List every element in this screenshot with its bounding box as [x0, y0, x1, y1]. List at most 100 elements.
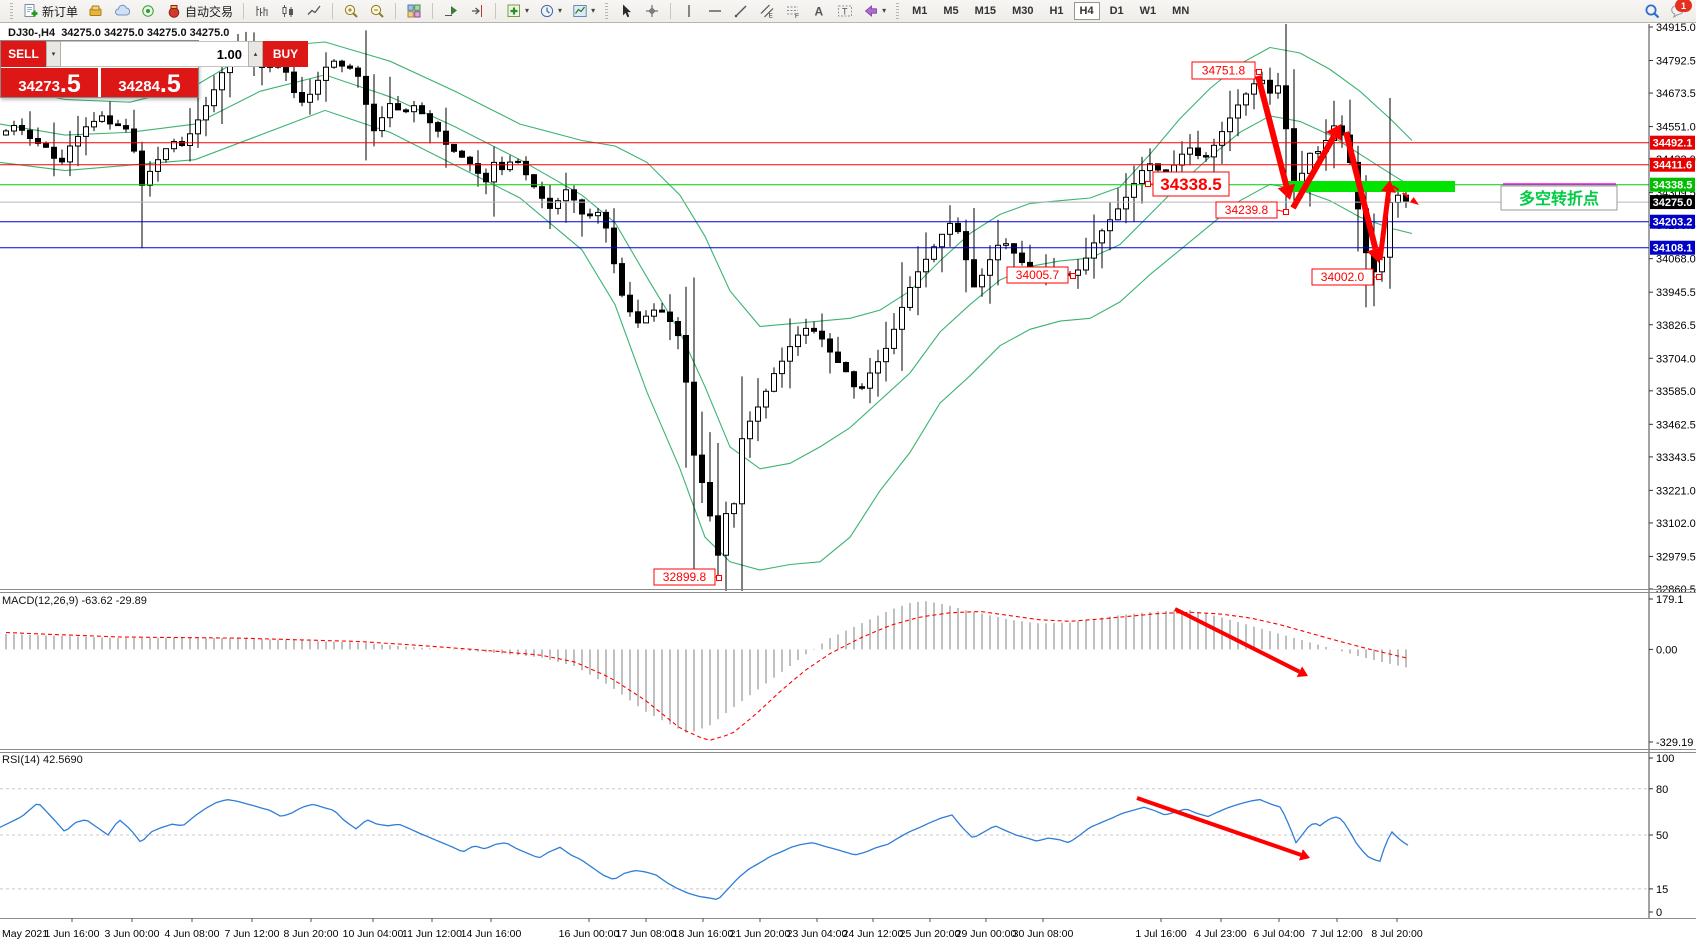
channel-icon: E — [760, 4, 774, 19]
price-tick-label: 33945.5 — [1656, 287, 1696, 299]
auto-trading-button[interactable]: 自动交易 — [162, 1, 237, 21]
chart-line-button[interactable] — [302, 1, 326, 21]
candle-body — [1291, 128, 1297, 190]
candle-body — [1235, 104, 1241, 119]
price-tick-label: 33585.0 — [1656, 386, 1696, 398]
timeframe-m30-button[interactable]: M30 — [1006, 2, 1039, 20]
toolbar-grip[interactable] — [605, 3, 609, 19]
volume-increase-button[interactable]: ▴ — [248, 41, 263, 67]
timeframe-h1-button[interactable]: H1 — [1043, 2, 1069, 20]
red-arrow-2-head — [1326, 124, 1342, 141]
fibonacci-button[interactable]: F — [781, 1, 805, 21]
periods-button[interactable]: ▾ — [535, 1, 566, 21]
new-order-button[interactable]: 新订单 — [19, 1, 82, 21]
volume-input[interactable] — [61, 41, 248, 67]
candle-body — [979, 274, 985, 288]
timeframe-w1-button[interactable]: W1 — [1134, 2, 1163, 20]
candle-body — [379, 117, 385, 132]
red-arrow-2 — [1290, 135, 1337, 210]
rsi-axis-label: 80 — [1656, 784, 1668, 796]
text-button[interactable]: A — [807, 1, 831, 21]
search-button[interactable] — [1640, 1, 1664, 21]
toolbar-separator — [495, 3, 497, 19]
chart-shift-button[interactable] — [465, 1, 489, 21]
timeframe-m15-button[interactable]: M15 — [969, 2, 1002, 20]
svg-text:A: A — [815, 5, 824, 19]
market-watch-button[interactable] — [84, 1, 108, 21]
channel-button[interactable]: E — [755, 1, 779, 21]
candle-body — [139, 150, 145, 186]
candle-body — [811, 327, 817, 332]
data-window-button[interactable] — [110, 1, 134, 21]
candle-body — [683, 335, 689, 383]
volume-decrease-button[interactable]: ▾ — [46, 41, 61, 67]
green-pivot-band[interactable] — [1284, 181, 1455, 192]
signals-button[interactable] — [136, 1, 160, 21]
rsi-axis-label: 100 — [1656, 753, 1674, 765]
templates-button[interactable]: ▾ — [568, 1, 599, 21]
price-badge-text: 34492.1 — [1653, 138, 1693, 150]
sell-price[interactable]: 34273.5 — [1, 68, 98, 97]
toolbar-grip[interactable] — [10, 3, 13, 19]
indicators-button[interactable]: ▾ — [502, 1, 533, 21]
crosshair-icon — [646, 5, 659, 17]
candle-body — [739, 438, 745, 505]
candle-body — [787, 346, 793, 362]
label-button[interactable]: T — [833, 1, 857, 21]
candle-body — [11, 125, 17, 132]
buy-price[interactable]: 34284.5 — [101, 68, 198, 97]
tile-windows-button[interactable] — [402, 1, 426, 21]
time-tick-label: 23 Jun 04:00 — [787, 928, 848, 940]
timeframe-m5-button[interactable]: M5 — [937, 2, 964, 20]
callout-anchor-point — [1070, 273, 1076, 279]
hline-button[interactable] — [703, 1, 727, 21]
candle-body — [707, 482, 713, 517]
auto-scroll-button[interactable] — [439, 1, 463, 21]
zoom-out-button[interactable] — [365, 1, 389, 21]
candle-body — [443, 130, 449, 145]
timeframe-h4-button[interactable]: H4 — [1073, 2, 1100, 20]
timeframe-mn-button[interactable]: MN — [1166, 2, 1195, 20]
chart-bars-button[interactable] — [250, 1, 274, 21]
candle-body — [339, 60, 345, 67]
price-callouts[interactable]: 34751.8 34338.5 34239.8 34005.7 34002.0 32899… — [653, 61, 1382, 586]
time-tick-label: 4 Jun 08:00 — [165, 928, 220, 940]
candle-body — [1187, 147, 1193, 155]
candle-body — [555, 200, 561, 209]
candle-body — [187, 133, 193, 147]
crosshair-button[interactable] — [640, 1, 664, 21]
sell-button[interactable]: SELL — [1, 41, 46, 67]
candle-body — [1267, 79, 1273, 94]
chat-button[interactable]: 1 — [1666, 0, 1692, 21]
candle-body — [1107, 219, 1113, 232]
candle-body — [155, 159, 161, 172]
trend-arrows[interactable] — [1255, 75, 1419, 263]
macd-red-arrow-head — [1296, 666, 1308, 678]
panel-separators[interactable] — [0, 589, 1696, 919]
price-badge-text: 34275.0 — [1653, 197, 1693, 209]
buy-button[interactable]: BUY — [263, 41, 308, 67]
candle-body — [75, 135, 81, 147]
candle-body — [579, 199, 585, 215]
zoom-in-button[interactable] — [339, 1, 363, 21]
time-tick-label: 3 Jun 00:00 — [105, 928, 160, 940]
candle-body — [779, 360, 785, 375]
chart-candles-button[interactable] — [276, 1, 300, 21]
candle-body — [43, 142, 49, 148]
timeframe-d1-button[interactable]: D1 — [1104, 2, 1130, 20]
toolbar-grip[interactable] — [896, 3, 900, 19]
macd-axis-label: -329.19 — [1656, 737, 1693, 749]
vline-button[interactable] — [677, 1, 701, 21]
pivot-point-label[interactable]: 多空转折点 — [1500, 185, 1618, 211]
dropdown-caret-icon: ▾ — [882, 6, 887, 15]
shapes-button[interactable]: ▾ — [859, 1, 890, 21]
trendline-button[interactable] — [729, 1, 753, 21]
candle-body — [131, 128, 137, 152]
horizontal-lines[interactable] — [0, 142, 1649, 249]
timeframe-m1-button[interactable]: M1 — [906, 2, 933, 20]
candle-body — [1139, 170, 1145, 185]
auto-trading-label: 自动交易 — [185, 4, 234, 19]
cursor-button[interactable] — [614, 1, 638, 21]
candle-body — [395, 103, 401, 111]
